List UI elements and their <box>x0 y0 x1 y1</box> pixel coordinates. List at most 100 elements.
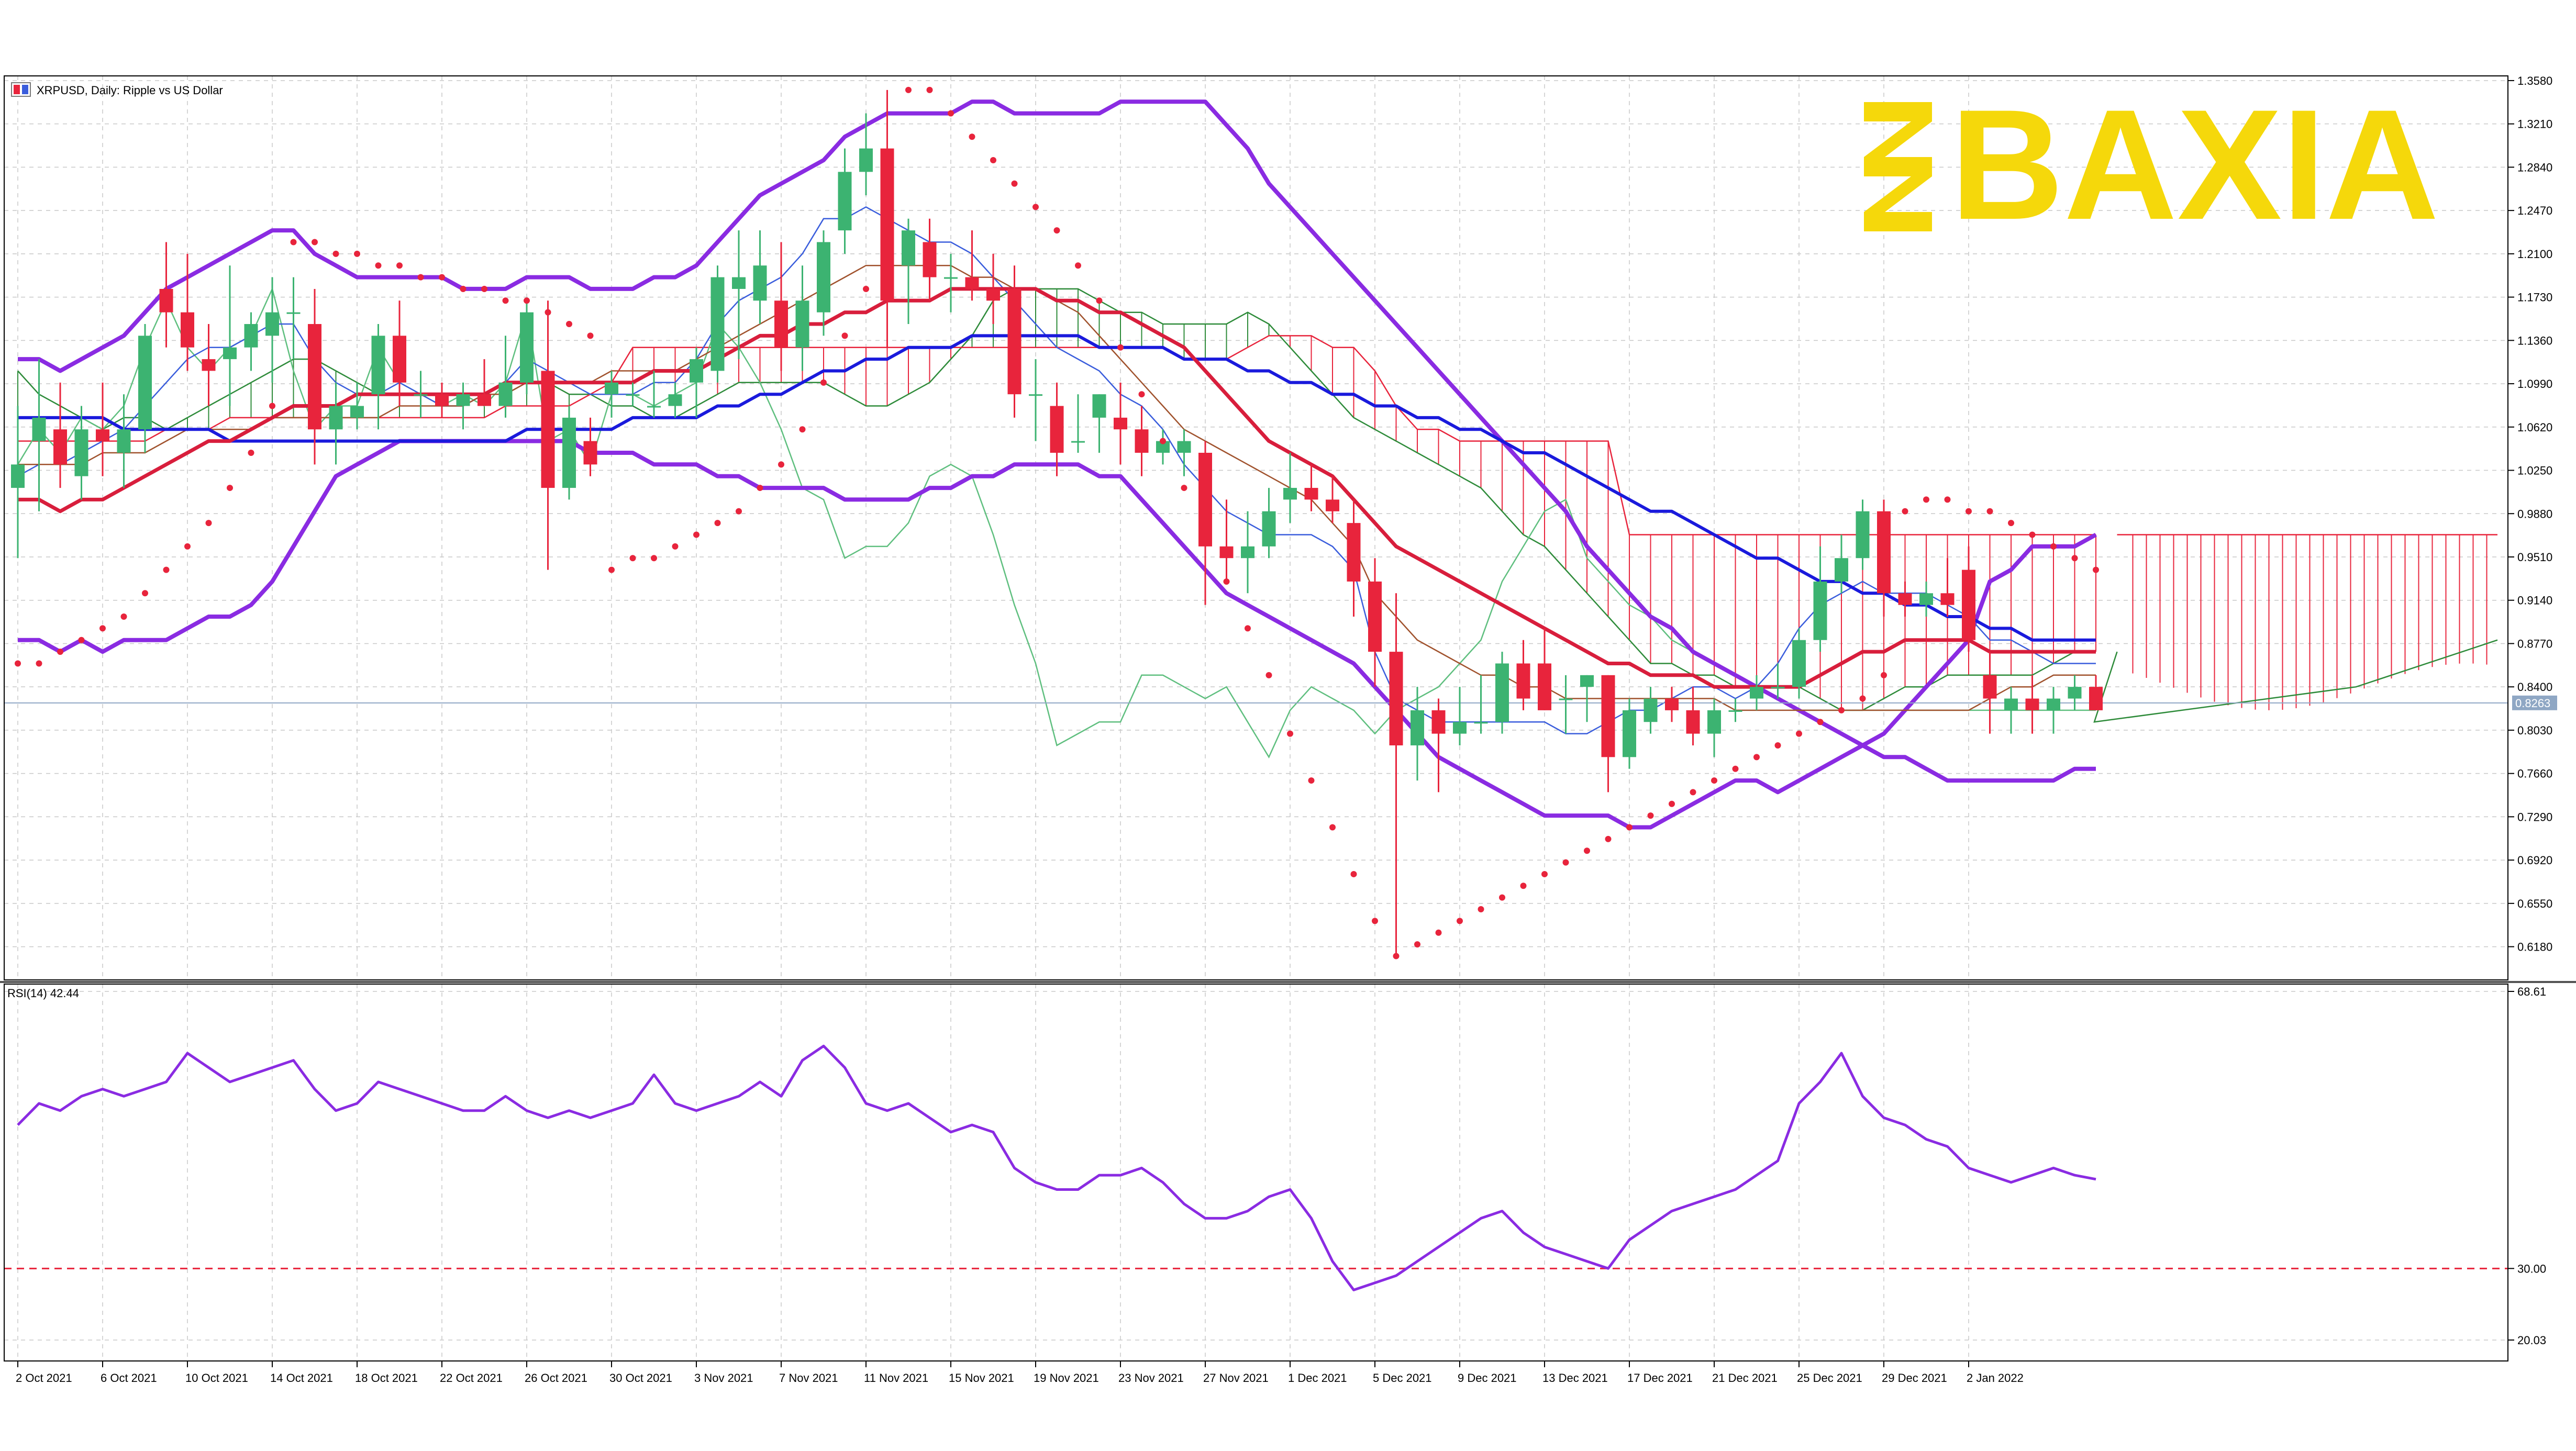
price-tick-label: 0.6180 <box>2517 941 2552 954</box>
candle-body <box>1050 406 1064 453</box>
candle-body <box>1771 687 1785 689</box>
candle-body <box>1877 511 1891 594</box>
sar-dot <box>439 274 445 281</box>
sar-dot <box>1117 344 1124 351</box>
sar-dot <box>1393 953 1400 959</box>
candle-body <box>965 277 979 289</box>
candle-body <box>2047 698 2060 710</box>
candle-body <box>1516 663 1530 699</box>
candle <box>753 230 767 325</box>
candle <box>1623 698 1636 769</box>
candle <box>2047 687 2060 734</box>
sar-dot <box>629 555 636 562</box>
date-tick-label: 30 Oct 2021 <box>609 1371 672 1385</box>
candle <box>1495 652 1509 734</box>
candle-body <box>1856 511 1870 559</box>
rsi-title: RSI(14) 42.44 <box>7 987 79 1000</box>
candle-body <box>1940 593 1955 605</box>
main-panel-frame <box>4 75 2508 980</box>
candle-body <box>181 312 194 348</box>
price-tick-label: 1.2840 <box>2517 161 2552 174</box>
sar-dot <box>1160 438 1166 444</box>
candle-body <box>1474 722 1488 724</box>
sar-dot <box>1520 883 1527 889</box>
candle-body <box>456 394 470 406</box>
date-tick-label: 18 Oct 2021 <box>355 1371 418 1385</box>
candle <box>244 312 258 371</box>
rsi-tick-label: 20.03 <box>2517 1334 2546 1347</box>
candle <box>2025 675 2039 734</box>
candle-body <box>11 464 25 488</box>
candle <box>1516 640 1530 710</box>
candle-body <box>308 324 321 430</box>
sar-dot <box>524 297 530 304</box>
sar-dot <box>1053 227 1060 234</box>
candle-body <box>1813 581 1827 640</box>
candle-body <box>1007 288 1021 395</box>
candle <box>562 406 576 500</box>
candle <box>859 113 873 196</box>
candle <box>1919 581 1933 617</box>
date-tick-label: 6 Oct 2021 <box>101 1371 157 1385</box>
sar-dot <box>1966 508 1972 515</box>
candle <box>1411 687 1424 781</box>
candle-body <box>1559 698 1573 700</box>
sar-dot <box>396 262 403 269</box>
date-tick-label: 9 Dec 2021 <box>1458 1371 1517 1385</box>
date-tick-label: 21 Dec 2021 <box>1712 1371 1778 1385</box>
candle <box>1431 698 1446 793</box>
candle <box>541 300 555 570</box>
candle <box>923 218 937 301</box>
price-tick-label: 0.8770 <box>2517 637 2552 650</box>
candle-body <box>1919 593 1933 605</box>
sar-dot <box>1287 730 1293 737</box>
sar-dot <box>587 332 594 339</box>
candle <box>1898 581 1912 617</box>
candle <box>1071 394 1085 453</box>
candle-body <box>1835 558 1848 582</box>
candle <box>350 382 364 430</box>
sar-dot <box>1350 870 1357 877</box>
sar-dot <box>1562 859 1569 866</box>
candle <box>435 382 449 418</box>
candle-body <box>668 394 682 406</box>
candle <box>1326 476 1339 523</box>
candle-body <box>1686 710 1700 734</box>
sar-dot <box>736 508 742 515</box>
candle-body <box>371 336 385 395</box>
sar-dot <box>1986 508 1993 515</box>
sar-dot <box>1753 754 1760 761</box>
candle-body <box>986 288 1000 301</box>
sar-dot <box>78 637 85 643</box>
sar-dot <box>757 485 763 492</box>
sar-dot <box>841 332 848 339</box>
candle-body <box>902 230 915 266</box>
price-tick-label: 1.1730 <box>2517 291 2552 304</box>
sar-dot <box>1223 578 1230 585</box>
candle-body <box>1326 499 1339 511</box>
candle-body <box>1092 394 1106 418</box>
candle-body <box>1347 523 1361 582</box>
candle <box>1368 558 1382 687</box>
moving-average-fast-line <box>18 287 2096 689</box>
price-tick-label: 0.7660 <box>2517 767 2552 780</box>
candle <box>2089 675 2103 710</box>
candle-body <box>393 336 406 383</box>
candle <box>1389 593 1403 956</box>
candle-body <box>1728 710 1742 712</box>
candle-body <box>2025 698 2039 710</box>
candle <box>478 359 491 406</box>
candle-body <box>583 441 597 465</box>
sar-dot <box>36 660 42 667</box>
date-tick-label: 29 Dec 2021 <box>1882 1371 1947 1385</box>
date-tick-label: 23 Nov 2021 <box>1118 1371 1184 1385</box>
candle <box>1007 265 1021 418</box>
candle-body <box>774 300 788 348</box>
price-tick-label: 1.2100 <box>2517 248 2552 261</box>
parabolic-sar <box>15 86 2099 959</box>
candle-body <box>1453 722 1467 734</box>
candle-body <box>1431 710 1446 734</box>
candle-body <box>1241 546 1254 559</box>
candle-body <box>53 429 67 465</box>
